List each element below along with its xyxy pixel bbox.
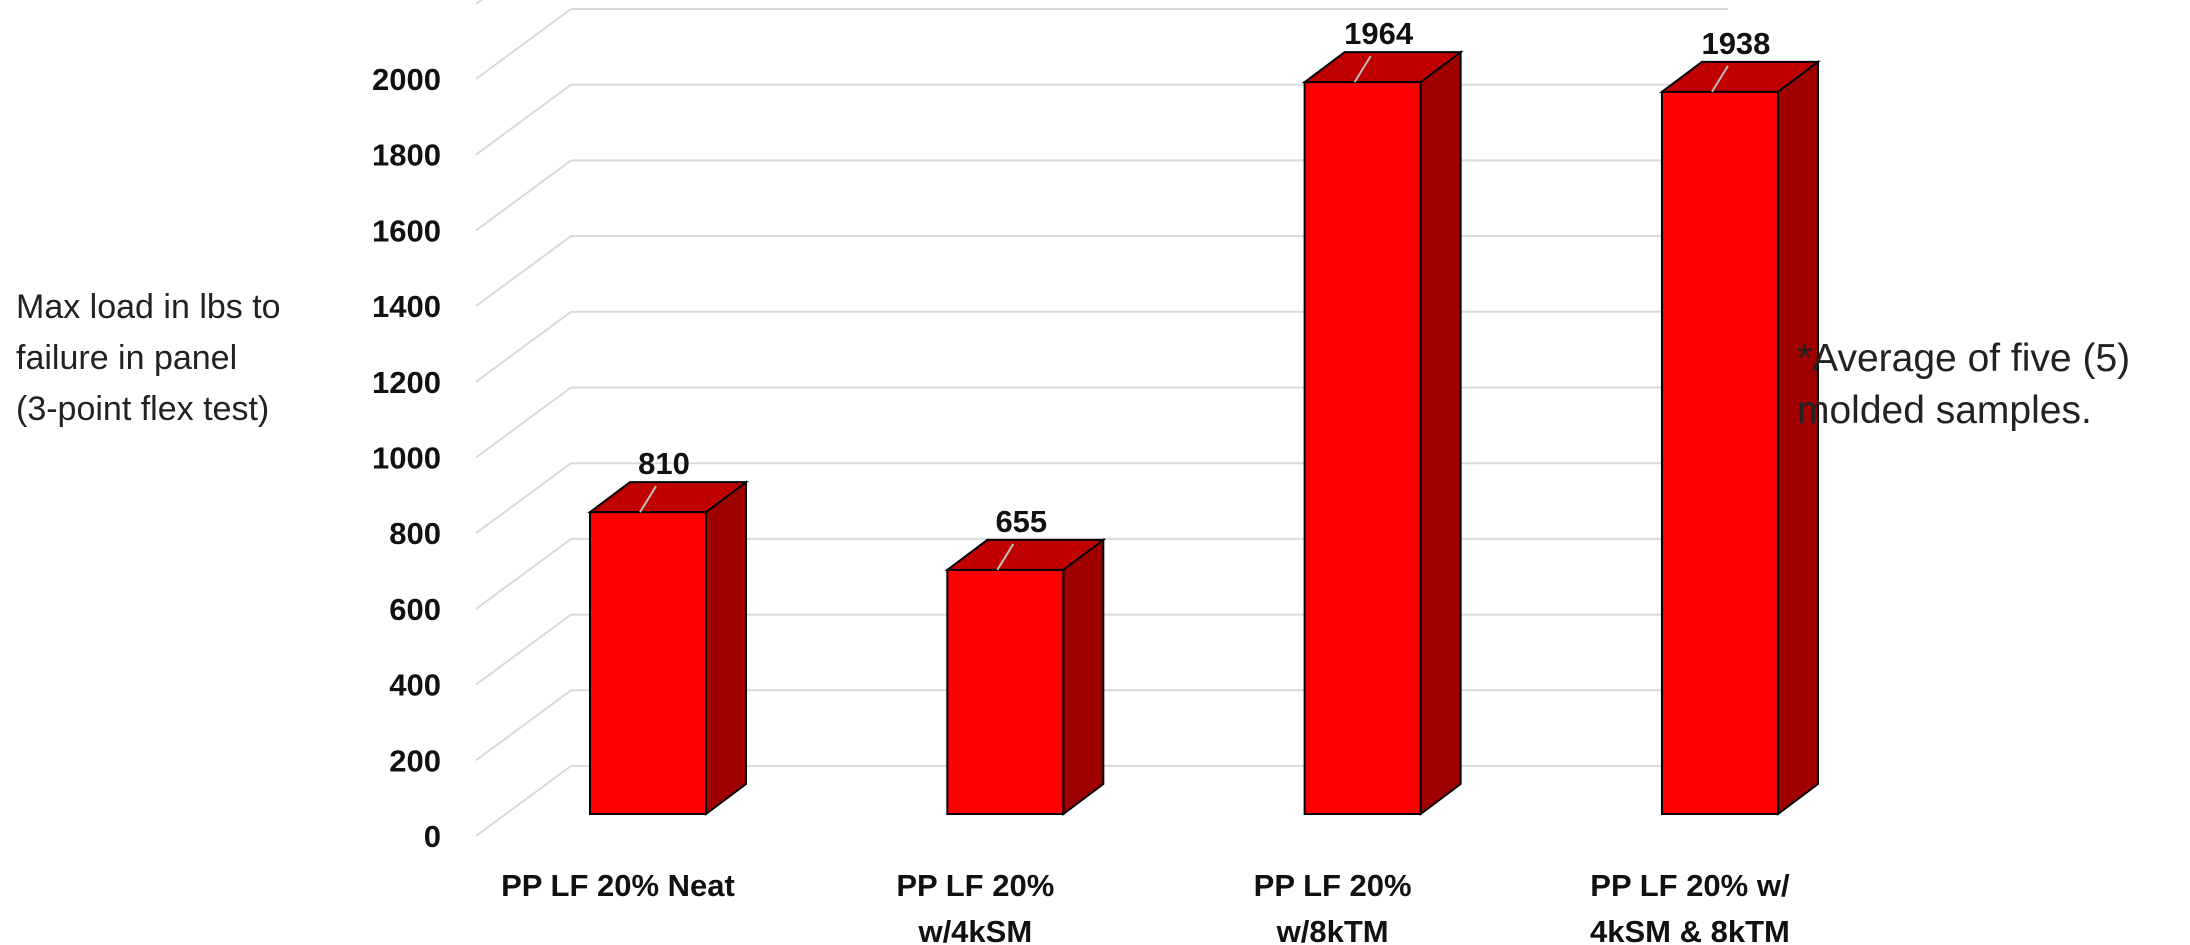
gridline-diagonal	[475, 235, 572, 307]
y-tick-label: 400	[389, 668, 441, 703]
x-tick-label: PP LF 20%	[1254, 868, 1412, 903]
y-axis-label: Max load in lbs to failure in panel (3-p…	[16, 282, 346, 435]
data-label: 655	[995, 504, 1047, 539]
gridline-diagonal	[475, 689, 572, 762]
data-label-leader	[1711, 65, 1729, 93]
gridline-diagonal	[475, 462, 572, 535]
gridline-diagonal	[475, 765, 572, 837]
data-label-leader	[996, 543, 1015, 571]
y-axis-label-line-1: Max load in lbs to	[16, 288, 281, 326]
bar-side	[1419, 50, 1462, 816]
x-tick-label: PP LF 20%	[896, 868, 1054, 903]
gridline-diagonal	[475, 0, 484, 5]
gridline-diagonal	[475, 386, 572, 459]
y-tick-label: 1600	[372, 213, 441, 248]
x-tick-label: w/4kSM	[917, 914, 1032, 945]
x-tick-label: 4kSM & 8kTM	[1590, 914, 1790, 945]
data-label-leader	[1353, 55, 1372, 83]
footnote-line-2: molded samples.	[1797, 389, 2092, 432]
y-tick-label: 0	[424, 819, 441, 854]
y-axis-label-line-2: failure in panel	[16, 339, 238, 377]
bar	[1660, 90, 1779, 815]
data-label-leader	[639, 485, 657, 513]
gridline-diagonal	[475, 538, 572, 610]
y-tick-label: 1400	[372, 289, 441, 324]
bar	[1303, 81, 1422, 815]
y-tick-label: 600	[389, 592, 441, 627]
y-tick-label: 1200	[372, 365, 441, 400]
x-tick-label: w/8kTM	[1276, 914, 1389, 945]
x-tick-label: PP LF 20% Neat	[501, 868, 735, 903]
y-axis-label-line-3: (3-point flex test)	[16, 390, 270, 428]
data-label: 1938	[1701, 26, 1770, 61]
y-tick-label: 200	[389, 743, 441, 778]
y-tick-label: 800	[389, 516, 441, 551]
footnote-line-1: *Average of five (5)	[1797, 337, 2131, 380]
bar-side	[705, 480, 747, 816]
footnote-annotation: *Average of five (5) molded samples.	[1797, 333, 2177, 437]
gridline-diagonal	[475, 310, 572, 383]
y-tick-label: 1800	[372, 138, 441, 173]
data-label: 1964	[1344, 16, 1414, 51]
y-tick-label: 2000	[372, 62, 441, 97]
bar-side	[1062, 537, 1105, 816]
gridline-diagonal	[475, 8, 572, 80]
gridline-diagonal	[475, 159, 572, 232]
gridline-diagonal	[475, 613, 572, 686]
bar	[589, 511, 707, 815]
x-tick-label: PP LF 20% w/	[1590, 868, 1790, 903]
bar	[946, 568, 1065, 816]
gridline-diagonal	[475, 83, 572, 156]
y-tick-label: 1000	[372, 441, 441, 476]
bar-side	[1776, 59, 1819, 816]
data-label: 810	[638, 446, 690, 481]
